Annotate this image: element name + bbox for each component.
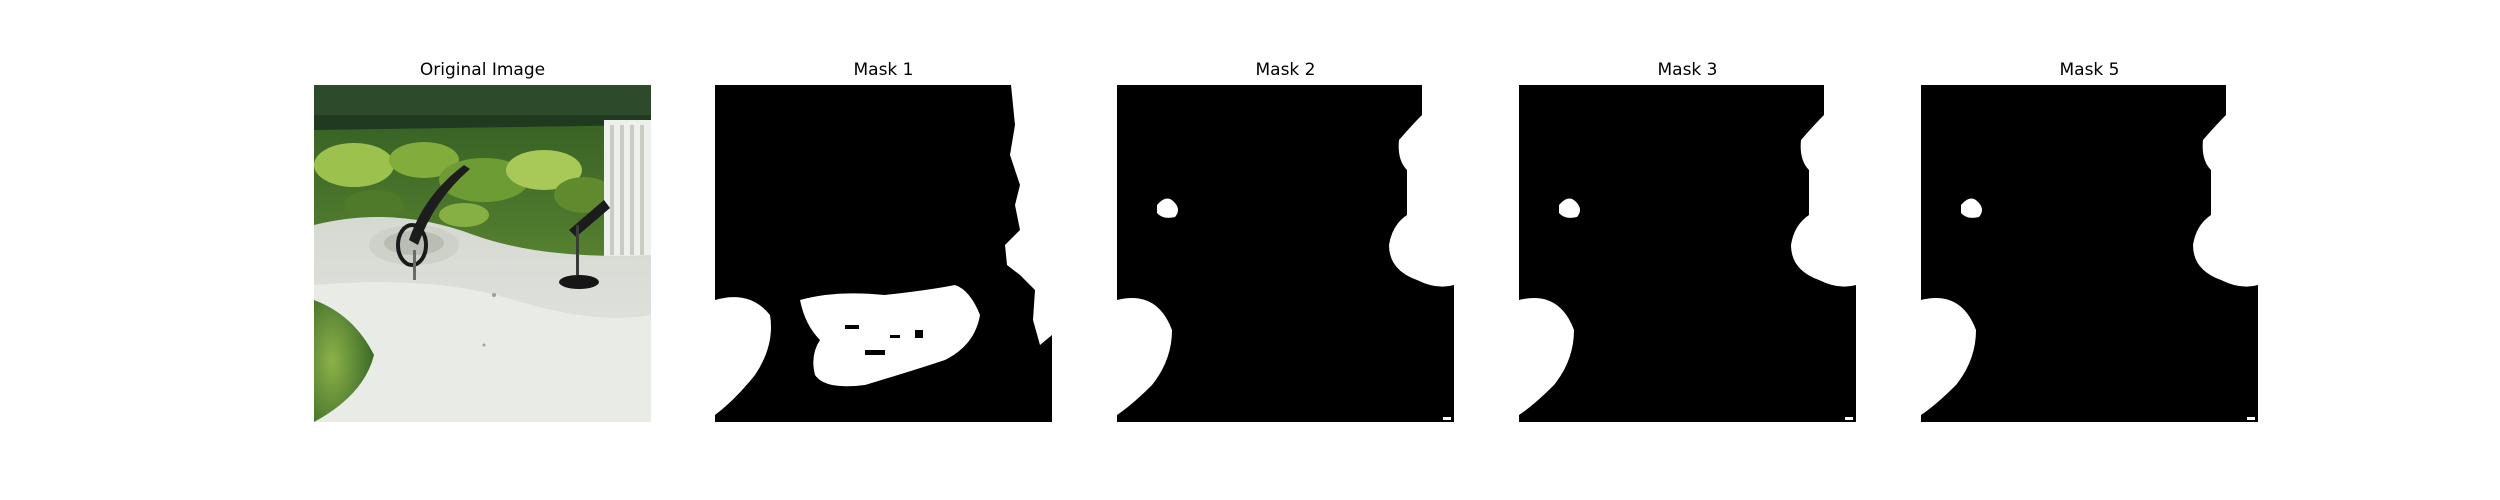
original-photo bbox=[314, 85, 651, 422]
panel-mask-1: Mask 1 bbox=[715, 0, 1052, 500]
panel-mask-3: Mask 3 bbox=[1519, 0, 1856, 500]
mask-image bbox=[1117, 85, 1454, 422]
panel-title: Mask 1 bbox=[853, 60, 914, 80]
mask-image bbox=[1921, 85, 2258, 422]
mask-image bbox=[1519, 85, 1856, 422]
panel-title: Original Image bbox=[419, 60, 546, 80]
panel-title: Mask 5 bbox=[2059, 60, 2120, 80]
panel-title: Mask 3 bbox=[1657, 60, 1718, 80]
panel-mask-5: Mask 5 bbox=[1921, 0, 2258, 500]
mask-image bbox=[715, 85, 1052, 422]
panel-original-image: Original Image bbox=[314, 0, 651, 500]
panel-mask-2: Mask 2 bbox=[1117, 0, 1454, 500]
panel-title: Mask 2 bbox=[1255, 60, 1316, 80]
